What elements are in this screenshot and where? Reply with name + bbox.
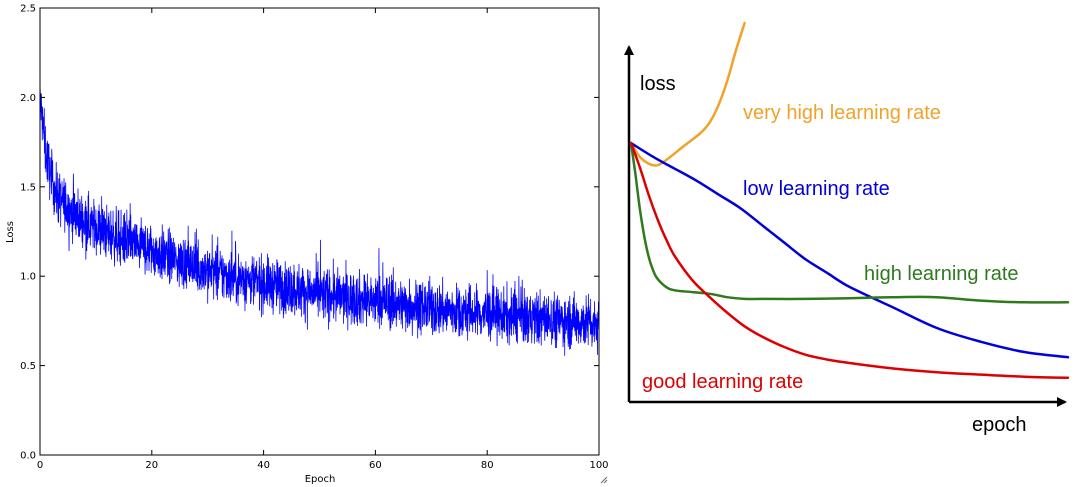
low-lr-curve — [629, 141, 1070, 359]
y-axis-label: Loss — [5, 221, 16, 243]
series-label-very-high: very high learning rate — [743, 102, 941, 124]
y-axis-label: loss — [640, 73, 676, 95]
series-label-high: high learning rate — [864, 263, 1019, 285]
x-tick-label: 20 — [145, 460, 158, 471]
curves-group — [629, 21, 1070, 379]
good-lr-curve — [629, 141, 1070, 379]
series-label-good: good learning rate — [642, 371, 803, 393]
loss-line — [40, 83, 599, 356]
series-label-low: low learning rate — [743, 178, 890, 200]
x-tick-label: 100 — [589, 460, 608, 471]
y-tick-label: 2.5 — [20, 4, 36, 15]
learning-rate-schematic: loss epoch very high learning rate low l… — [624, 21, 1070, 436]
loss-vs-epoch-chart: 0 20 40 60 80 100 0.0 0.5 1.0 1.5 2.0 2.5 Epoch Lo… — [5, 4, 609, 486]
x-axis-ticks: 0 20 40 60 80 100 — [37, 8, 609, 471]
very-high-lr-curve — [629, 21, 746, 167]
x-tick-label: 40 — [257, 460, 270, 471]
y-axis-ticks: 0.0 0.5 1.0 1.5 2.0 2.5 — [20, 4, 599, 462]
y-tick-label: 2.0 — [20, 93, 36, 104]
y-tick-label: 0.0 — [20, 451, 36, 462]
loss-series-group — [40, 83, 599, 356]
y-tick-label: 1.5 — [20, 182, 36, 193]
x-tick-label: 0 — [37, 460, 43, 471]
x-tick-label: 60 — [369, 460, 382, 471]
high-lr-curve — [629, 141, 1070, 304]
plot-frame — [39, 7, 600, 456]
y-tick-label: 0.5 — [20, 361, 36, 372]
y-tick-label: 1.0 — [20, 272, 36, 283]
resize-grip-icon[interactable] — [600, 476, 608, 484]
x-axis-label: Epoch — [305, 474, 336, 485]
x-axis-label: epoch — [972, 414, 1027, 436]
x-tick-label: 80 — [481, 460, 494, 471]
